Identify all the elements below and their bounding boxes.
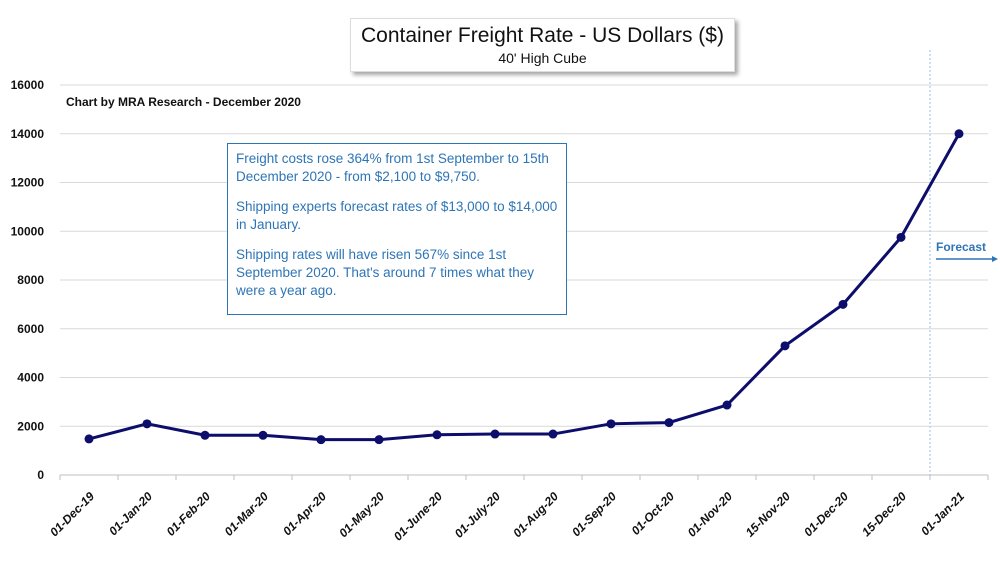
data-point	[838, 299, 848, 309]
data-point	[954, 129, 964, 139]
title-box: Container Freight Rate - US Dollars ($) …	[350, 18, 735, 72]
annotation-line: Shipping rates will have risen 567% sinc…	[236, 247, 535, 298]
x-tick-label: 01-Oct-20	[629, 489, 678, 538]
data-point	[84, 434, 94, 444]
y-tick-label: 8000	[17, 273, 44, 287]
annotation-line: Freight costs rose 364% from 1st Septemb…	[236, 151, 549, 184]
y-tick-label: 6000	[17, 322, 44, 336]
forecast-label: Forecast	[936, 240, 987, 254]
x-tick-label: 01-June-20	[391, 489, 445, 543]
data-point	[374, 435, 384, 445]
annotation-line: Shipping experts forecast rates of $13,0…	[236, 199, 558, 232]
y-tick-label: 0	[37, 468, 44, 482]
data-point	[490, 429, 500, 439]
chart-subtitle: 40' High Cube	[498, 50, 587, 66]
x-tick-label: 15-Nov-20	[743, 489, 794, 540]
x-tick-label: 01-Jan-21	[918, 489, 967, 538]
data-point	[200, 430, 210, 440]
x-tick-label: 01-Feb-20	[164, 489, 214, 539]
data-point	[780, 341, 790, 351]
y-tick-label: 4000	[17, 371, 44, 385]
data-point	[258, 430, 268, 440]
x-tick-label: 01-Apr-20	[280, 489, 329, 538]
x-tick-label: 01-Aug-20	[510, 489, 561, 540]
data-point	[432, 430, 442, 440]
x-tick-label: 15-Dec-20	[859, 489, 909, 539]
data-point	[548, 429, 558, 439]
data-point	[896, 232, 906, 242]
y-tick-label: 10000	[11, 224, 45, 238]
data-point	[142, 419, 152, 429]
forecast-arrowhead-icon	[992, 256, 998, 262]
x-tick-label: 01-July-20	[452, 489, 504, 541]
x-tick-label: 01-May-20	[336, 489, 387, 540]
y-tick-label: 14000	[11, 127, 45, 141]
x-tick-label: 01-Nov-20	[685, 489, 736, 540]
y-tick-label: 16000	[11, 78, 45, 92]
x-tick-label: 01-Mar-20	[222, 489, 272, 539]
data-point	[722, 400, 732, 410]
data-point	[316, 435, 326, 445]
series-line	[88, 133, 961, 442]
y-tick-label: 2000	[17, 419, 44, 433]
x-tick-label: 01-Dec-19	[47, 489, 97, 539]
data-point	[664, 418, 674, 428]
data-point	[606, 419, 616, 429]
x-tick-label: 01-Sep-20	[569, 489, 619, 539]
x-tick-label: 01-Dec-20	[801, 489, 851, 539]
chart-title: Container Freight Rate - US Dollars ($)	[361, 24, 724, 47]
annotation-box: Freight costs rose 364% from 1st Septemb…	[227, 143, 567, 315]
chart-credit: Chart by MRA Research - December 2020	[66, 95, 301, 109]
x-tick-label: 01-Jan-20	[106, 489, 155, 538]
y-tick-label: 12000	[11, 176, 45, 190]
